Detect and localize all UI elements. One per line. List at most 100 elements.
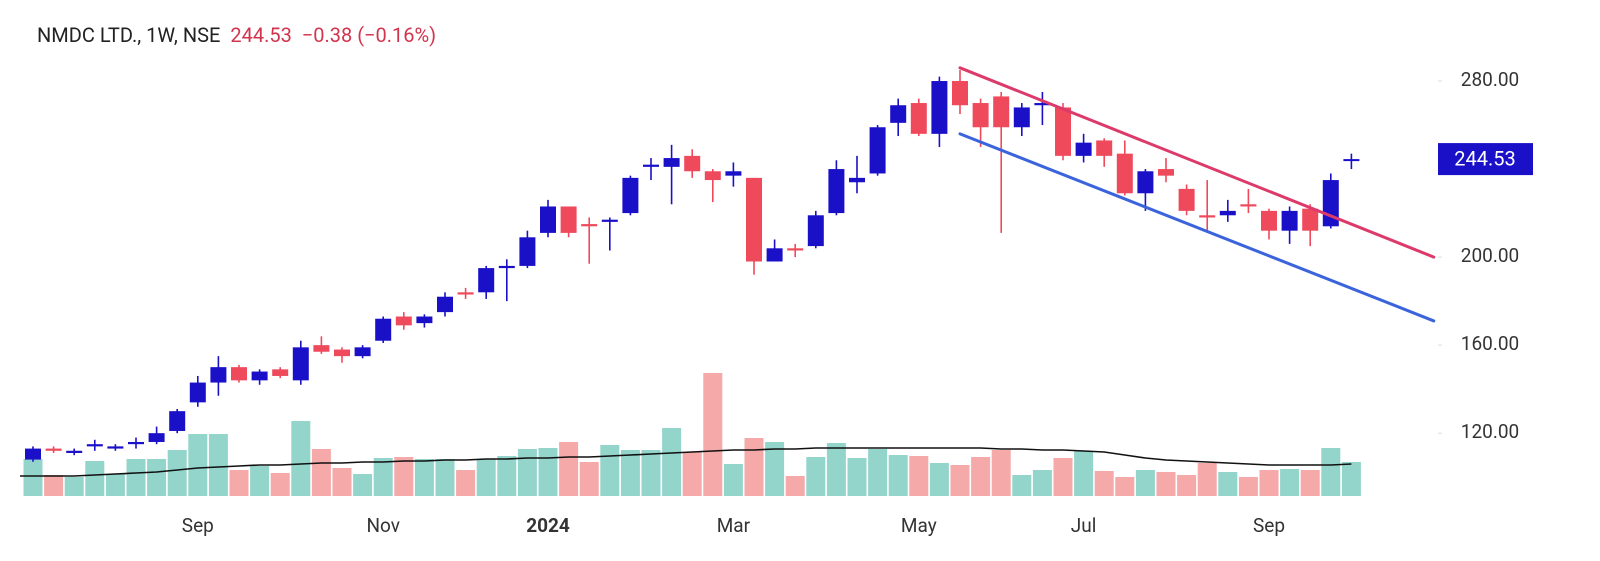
volume-bar xyxy=(1197,463,1217,496)
candle-body xyxy=(189,382,206,403)
candle-body xyxy=(66,450,83,453)
volume-bar xyxy=(126,459,146,496)
candle-body xyxy=(498,265,515,269)
candle-body xyxy=(704,171,721,181)
candle-body xyxy=(1055,107,1071,156)
volume-bar xyxy=(1012,475,1032,496)
candle-body xyxy=(663,158,680,167)
y-tick-label: 280.00 xyxy=(1461,68,1519,91)
candle-body xyxy=(1075,142,1092,156)
candle-body xyxy=(437,296,453,313)
candle-body xyxy=(251,371,268,381)
volume-bar xyxy=(785,476,805,496)
candle-body xyxy=(375,318,392,341)
candle-body xyxy=(1178,188,1195,211)
volume-bar xyxy=(414,459,434,496)
volume-bar xyxy=(1094,471,1114,496)
candle-body xyxy=(1116,153,1133,194)
candle-body xyxy=(272,369,289,376)
last-price: 244.53 xyxy=(230,23,291,47)
volume-bar xyxy=(105,474,125,496)
candle-body xyxy=(354,347,371,357)
volume-bar xyxy=(1300,470,1320,496)
y-tick-label: 200.00 xyxy=(1461,244,1519,267)
candle-body xyxy=(1034,103,1051,106)
candle-body xyxy=(993,96,1010,128)
candle-body xyxy=(869,127,886,174)
x-tick-label: Mar xyxy=(717,514,751,537)
candle-body xyxy=(1343,159,1360,162)
price-change: −0.38 (−0.16%) xyxy=(302,23,436,47)
volume-bar xyxy=(1032,470,1052,496)
volume-bar xyxy=(1053,458,1073,496)
chart-title: NMDC LTD., 1W, NSE xyxy=(37,23,220,47)
volume-bar xyxy=(868,449,888,496)
x-tick-label: Sep xyxy=(1253,514,1285,537)
candle-body xyxy=(972,103,989,128)
volume-bar xyxy=(456,470,476,496)
candle-body xyxy=(107,446,124,449)
candle-body xyxy=(787,248,804,251)
volume-bar xyxy=(311,449,331,496)
volume-bar xyxy=(353,474,373,496)
x-tick-label: Nov xyxy=(366,514,399,537)
candle-body xyxy=(292,347,309,381)
volume-bar xyxy=(1074,451,1094,496)
candle-body xyxy=(622,177,639,214)
volume-bar xyxy=(1321,448,1341,496)
x-tick-label: May xyxy=(901,514,937,537)
candle-body xyxy=(334,349,350,357)
volume-bar xyxy=(208,434,228,496)
volume-bar xyxy=(682,452,702,496)
candle-body xyxy=(807,215,824,247)
candle-body xyxy=(643,164,659,167)
candle-body xyxy=(581,224,598,227)
trend-line xyxy=(958,132,1436,323)
candle-body xyxy=(849,177,865,183)
volume-bar xyxy=(991,450,1011,496)
volume-bar xyxy=(332,468,352,496)
volume-bar xyxy=(1341,462,1361,496)
volume-bar xyxy=(1238,477,1258,496)
volume-bar xyxy=(662,428,682,496)
volume-bar xyxy=(1280,469,1300,496)
y-tick-label: 160.00 xyxy=(1461,332,1519,355)
candle-body xyxy=(890,105,907,123)
x-tick-label: Jul xyxy=(1071,514,1097,537)
candle-body xyxy=(601,219,618,222)
candle-body xyxy=(395,316,412,326)
candle-body xyxy=(313,345,330,352)
candle-body xyxy=(45,448,62,451)
volume-bar xyxy=(723,464,743,496)
candle-body xyxy=(457,292,474,295)
candle-body xyxy=(910,103,927,134)
volume-bar xyxy=(167,450,187,496)
volume-bar xyxy=(929,463,949,496)
candle-body xyxy=(766,248,783,262)
candle-body xyxy=(560,206,577,233)
candle-body xyxy=(210,367,227,383)
volume-bar xyxy=(229,470,249,496)
candle-body xyxy=(1281,210,1298,231)
volume-ma-line xyxy=(20,447,1352,477)
volume-bar xyxy=(1177,475,1197,496)
candle-body xyxy=(148,433,165,442)
candle-body xyxy=(519,237,536,266)
volume-bar xyxy=(44,475,64,496)
volume-bar xyxy=(394,457,414,496)
volume-bar xyxy=(620,450,640,496)
volume-bar xyxy=(641,450,661,496)
candle-body xyxy=(416,316,433,324)
candle-body xyxy=(1261,210,1277,231)
price-tag-label: 244.53 xyxy=(1454,146,1515,170)
trend-line xyxy=(958,66,1436,259)
candle-body xyxy=(1158,169,1174,176)
candle-body xyxy=(684,155,701,172)
volume-bar xyxy=(1218,472,1238,496)
volume-bar xyxy=(847,458,867,496)
price-tag xyxy=(1438,143,1533,176)
volume-bar xyxy=(765,442,785,496)
volume-bar xyxy=(373,458,393,496)
volume-bar xyxy=(559,442,579,496)
